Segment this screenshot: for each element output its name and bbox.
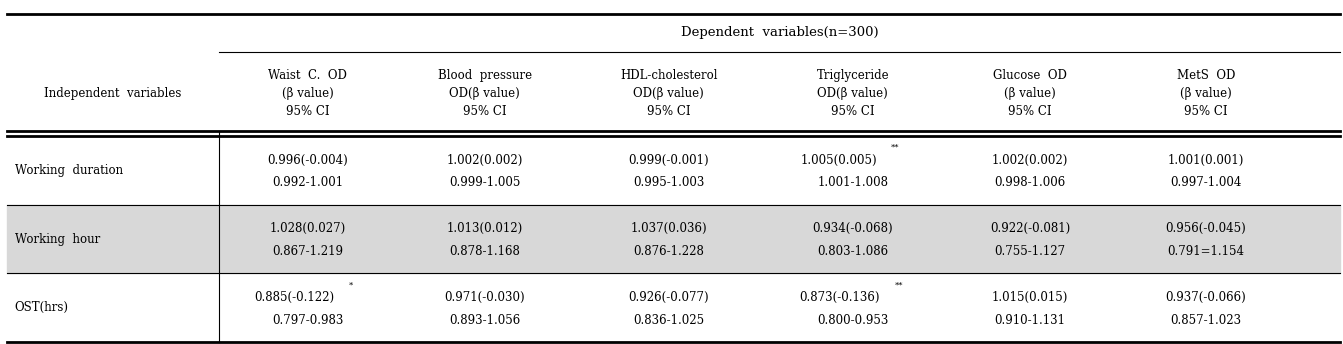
Text: 0.876-1.228: 0.876-1.228	[634, 245, 704, 258]
Text: Working  duration: Working duration	[15, 164, 124, 177]
Text: OST(hrs): OST(hrs)	[15, 301, 68, 314]
Text: 0.893-1.056: 0.893-1.056	[449, 314, 521, 327]
Text: 0.873(-0.136): 0.873(-0.136)	[799, 291, 880, 304]
Text: 0.934(-0.068): 0.934(-0.068)	[813, 222, 893, 235]
Text: Glucose  OD
(β value)
95% CI: Glucose OD (β value) 95% CI	[992, 69, 1068, 118]
Text: 0.992-1.001: 0.992-1.001	[273, 176, 342, 189]
Text: Working  hour: Working hour	[15, 233, 99, 246]
Text: 0.755-1.127: 0.755-1.127	[995, 245, 1065, 258]
Text: 1.013(0.012): 1.013(0.012)	[447, 222, 522, 235]
Text: 0.926(-0.077): 0.926(-0.077)	[629, 291, 709, 304]
Text: 0.803-1.086: 0.803-1.086	[818, 245, 888, 258]
Text: 0.922(-0.081): 0.922(-0.081)	[990, 222, 1070, 235]
Text: 0.996(-0.004): 0.996(-0.004)	[267, 153, 348, 166]
Text: 0.800-0.953: 0.800-0.953	[817, 314, 889, 327]
Text: Waist  C.  OD
(β value)
95% CI: Waist C. OD (β value) 95% CI	[269, 69, 346, 118]
Text: 0.857-1.023: 0.857-1.023	[1171, 314, 1241, 327]
Text: 0.910-1.131: 0.910-1.131	[995, 314, 1065, 327]
Text: Dependent  variables(n=300): Dependent variables(n=300)	[681, 26, 878, 39]
Text: 1.028(0.027): 1.028(0.027)	[270, 222, 345, 235]
Text: 1.002(0.002): 1.002(0.002)	[447, 153, 522, 166]
Text: 0.999(-0.001): 0.999(-0.001)	[629, 153, 709, 166]
Text: 0.937(-0.066): 0.937(-0.066)	[1166, 291, 1246, 304]
Text: HDL-cholesterol
OD(β value)
95% CI: HDL-cholesterol OD(β value) 95% CI	[620, 69, 717, 118]
Text: 0.997-1.004: 0.997-1.004	[1170, 176, 1242, 189]
Text: *: *	[349, 281, 353, 290]
Text: 1.002(0.002): 1.002(0.002)	[992, 153, 1068, 166]
Text: 0.971(-0.030): 0.971(-0.030)	[445, 291, 525, 304]
Text: Independent  variables: Independent variables	[44, 87, 181, 100]
Text: 0.956(-0.045): 0.956(-0.045)	[1166, 222, 1246, 235]
Text: **: **	[890, 144, 898, 152]
Text: 0.995-1.003: 0.995-1.003	[633, 176, 705, 189]
Text: 0.836-1.025: 0.836-1.025	[634, 314, 704, 327]
Text: Triglyceride
OD(β value)
95% CI: Triglyceride OD(β value) 95% CI	[817, 69, 889, 118]
Text: 0.797-0.983: 0.797-0.983	[271, 314, 344, 327]
Text: 1.015(0.015): 1.015(0.015)	[992, 291, 1068, 304]
Text: **: **	[894, 281, 902, 290]
Text: 0.791=1.154: 0.791=1.154	[1167, 245, 1245, 258]
Text: 0.998-1.006: 0.998-1.006	[994, 176, 1066, 189]
Text: 1.037(0.036): 1.037(0.036)	[630, 222, 708, 235]
Text: 1.001(0.001): 1.001(0.001)	[1168, 153, 1244, 166]
Text: MetS  OD
(β value)
95% CI: MetS OD (β value) 95% CI	[1176, 69, 1236, 118]
Text: 0.999-1.005: 0.999-1.005	[449, 176, 521, 189]
Bar	[7, 205, 1340, 273]
Text: 0.878-1.168: 0.878-1.168	[450, 245, 520, 258]
Text: 0.867-1.219: 0.867-1.219	[273, 245, 342, 258]
Text: 1.001-1.008: 1.001-1.008	[818, 176, 888, 189]
Text: 1.005(0.005): 1.005(0.005)	[800, 153, 878, 166]
Text: Blood  pressure
OD(β value)
95% CI: Blood pressure OD(β value) 95% CI	[438, 69, 532, 118]
Text: 0.885(-0.122): 0.885(-0.122)	[254, 291, 334, 304]
